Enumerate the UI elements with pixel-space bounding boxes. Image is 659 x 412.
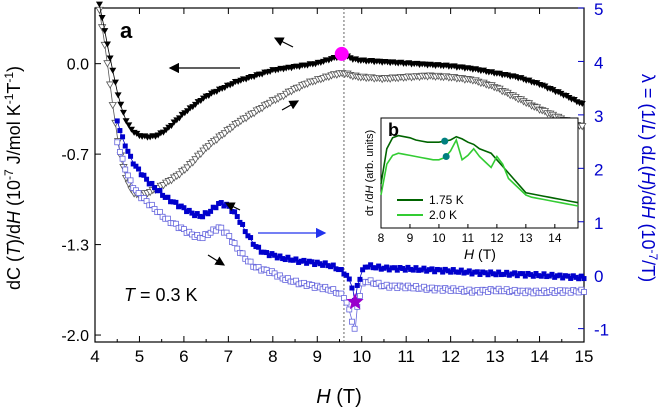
data-point xyxy=(117,149,122,154)
inset-x-tick-label: 12 xyxy=(490,231,504,245)
data-point xyxy=(117,102,124,108)
data-point xyxy=(109,102,116,108)
legend-label-1-75K: 1.75 K xyxy=(429,193,464,207)
data-point xyxy=(240,222,245,227)
inset-x-tick-label: 10 xyxy=(432,231,446,245)
x-axis-label: H (T) xyxy=(316,386,362,408)
y-left-tick-label: -0.7 xyxy=(61,147,89,164)
data-point xyxy=(125,173,130,178)
data-point xyxy=(357,293,362,298)
data-point xyxy=(355,283,360,288)
data-point xyxy=(99,15,106,21)
data-point xyxy=(123,144,128,149)
data-point xyxy=(120,134,125,139)
data-point xyxy=(349,286,354,291)
data-point xyxy=(128,178,133,183)
teal-dot-2 xyxy=(443,153,450,160)
y-right-tick-label: -1 xyxy=(594,321,609,340)
data-point xyxy=(357,277,362,282)
figure: 4 5 6 7 8 9 10 11 12 13 14 150.0-0.7-1.3-2.0543210-… xyxy=(0,0,659,412)
data-point xyxy=(582,276,587,281)
x-tick-label: 12 xyxy=(441,347,460,366)
x-tick-label: 9 xyxy=(313,347,322,366)
data-point xyxy=(125,149,130,154)
x-tick-label: 6 xyxy=(179,347,188,366)
inset-b: 8 9 10 11 12 13 14 b H (T) dτ /dH (arb. units)… xyxy=(364,118,578,262)
data-point xyxy=(109,68,116,74)
data-point xyxy=(344,300,349,305)
data-point xyxy=(104,61,111,67)
x-tick-label: 4 xyxy=(90,347,99,366)
data-point xyxy=(157,188,162,193)
data-point xyxy=(339,267,344,272)
data-point xyxy=(349,319,354,324)
inset-x-tick-label: 11 xyxy=(462,231,475,245)
inset-x-tick-label: 9 xyxy=(407,231,414,245)
data-point xyxy=(115,140,120,145)
data-point xyxy=(123,167,128,172)
data-point xyxy=(256,245,261,250)
data-point xyxy=(173,200,178,205)
x-tick-label: 5 xyxy=(135,347,144,366)
data-point xyxy=(582,289,587,294)
data-point xyxy=(248,259,253,264)
x-tick-label: 8 xyxy=(268,347,277,366)
data-point xyxy=(347,277,352,282)
data-point xyxy=(115,92,122,98)
data-point xyxy=(136,191,141,196)
inset-frame xyxy=(381,118,578,228)
inset-x-tick-label: 14 xyxy=(548,231,562,245)
panel-label-b: b xyxy=(388,120,399,140)
inset-x-tick-label: 13 xyxy=(519,231,533,245)
data-point xyxy=(120,156,125,161)
teal-dot-1 xyxy=(441,138,448,145)
data-point xyxy=(219,225,224,230)
data-point xyxy=(144,177,149,182)
y-left-tick-label: -1.3 xyxy=(61,238,89,255)
x-tick-label: 7 xyxy=(224,347,233,366)
x-tick-label: 10 xyxy=(352,347,371,366)
data-point xyxy=(115,118,120,123)
y-left-tick-label: 0.0 xyxy=(67,57,89,74)
inset-x-axis-label: H (T) xyxy=(464,246,496,262)
arrow-lower-diag xyxy=(208,255,224,265)
magenta-circle xyxy=(335,47,349,61)
data-point xyxy=(107,82,114,88)
data-point xyxy=(227,233,232,238)
legend-label-2-0K: 2.0 K xyxy=(429,208,457,222)
arrow-upper-right-small xyxy=(282,101,298,110)
data-point xyxy=(165,195,170,200)
y-right-tick-label: 2 xyxy=(594,160,603,179)
y-right-tick-label: 1 xyxy=(594,214,603,233)
data-point xyxy=(232,209,237,214)
y-axis-label-right: λ = (1/L) dL(H)/dH (10-7/T) xyxy=(638,74,659,282)
x-tick-label: 14 xyxy=(530,347,549,366)
data-point xyxy=(232,241,237,246)
data-point xyxy=(128,154,133,159)
inset-y-axis-label: dτ /dH (arb. units) xyxy=(364,130,376,216)
data-point xyxy=(235,214,240,219)
data-point xyxy=(120,110,127,116)
y-right-tick-label: 3 xyxy=(594,107,603,126)
y-left-tick-label: -2.0 xyxy=(61,328,89,345)
x-tick-label: 13 xyxy=(486,347,505,366)
data-point xyxy=(157,209,162,214)
x-tick-label: 11 xyxy=(397,347,415,366)
y-axis-label-left: dC (T)/dH (10-7 J/mol K-1T-1) xyxy=(2,66,24,290)
data-point xyxy=(117,128,122,133)
arrow-upper-small xyxy=(275,38,293,47)
data-point xyxy=(248,235,253,240)
y-right-tick-label: 4 xyxy=(594,53,603,72)
data-point xyxy=(240,251,245,256)
y-right-tick-label: 0 xyxy=(594,267,603,286)
x-tick-label: 15 xyxy=(575,347,594,366)
y-right-tick-label: 5 xyxy=(594,0,603,19)
inset-x-tick-label: 8 xyxy=(378,231,385,245)
panel-label-a: a xyxy=(120,18,133,43)
data-point xyxy=(96,7,103,13)
data-point xyxy=(136,167,141,172)
temperature-annotation: T = 0.3 K xyxy=(124,285,198,305)
data-point xyxy=(96,2,103,8)
data-point xyxy=(352,326,357,331)
